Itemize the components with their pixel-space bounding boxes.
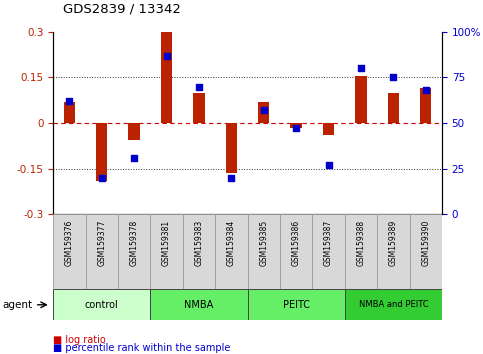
Text: GSM159383: GSM159383: [195, 220, 203, 266]
Text: control: control: [85, 300, 119, 310]
Bar: [128, 123, 140, 140]
Point: [195, 84, 203, 89]
Text: GSM159386: GSM159386: [292, 220, 300, 266]
Bar: [355, 76, 367, 123]
Text: GSM159378: GSM159378: [129, 220, 139, 266]
Bar: [150, 214, 183, 289]
Bar: [215, 214, 248, 289]
Bar: [313, 214, 345, 289]
Text: NMBA: NMBA: [185, 300, 213, 310]
Text: GSM159376: GSM159376: [65, 220, 74, 267]
Point: [357, 65, 365, 71]
Bar: [53, 289, 150, 320]
Text: GSM159388: GSM159388: [356, 220, 366, 266]
Bar: [64, 102, 75, 123]
Bar: [248, 289, 345, 320]
Bar: [96, 123, 107, 181]
Bar: [161, 32, 172, 123]
Bar: [118, 214, 150, 289]
Bar: [280, 214, 313, 289]
Bar: [248, 214, 280, 289]
Bar: [290, 123, 302, 127]
Bar: [226, 123, 237, 173]
Bar: [258, 102, 270, 123]
Bar: [85, 214, 118, 289]
Bar: [388, 93, 399, 123]
Text: ■ percentile rank within the sample: ■ percentile rank within the sample: [53, 343, 230, 353]
Point: [130, 155, 138, 160]
Text: agent: agent: [2, 300, 32, 310]
Text: GSM159385: GSM159385: [259, 220, 268, 266]
Point: [66, 98, 73, 104]
Point: [422, 87, 429, 93]
Point: [260, 107, 268, 113]
Point: [227, 175, 235, 181]
Bar: [150, 289, 248, 320]
Bar: [323, 123, 334, 135]
Point: [389, 75, 397, 80]
Text: GSM159381: GSM159381: [162, 220, 171, 266]
Bar: [193, 93, 205, 123]
Text: ■ log ratio: ■ log ratio: [53, 335, 106, 345]
Text: NMBA and PEITC: NMBA and PEITC: [358, 300, 428, 309]
Bar: [53, 214, 85, 289]
Bar: [345, 289, 442, 320]
Bar: [420, 88, 431, 123]
Text: GSM159384: GSM159384: [227, 220, 236, 266]
Text: GSM159387: GSM159387: [324, 220, 333, 266]
Bar: [410, 214, 442, 289]
Text: GSM159377: GSM159377: [97, 220, 106, 267]
Point: [292, 126, 300, 131]
Point: [163, 53, 170, 58]
Bar: [345, 214, 377, 289]
Text: PEITC: PEITC: [283, 300, 310, 310]
Bar: [377, 214, 410, 289]
Text: GSM159389: GSM159389: [389, 220, 398, 266]
Text: GSM159390: GSM159390: [421, 220, 430, 267]
Text: GDS2839 / 13342: GDS2839 / 13342: [63, 3, 181, 16]
Point: [325, 162, 332, 168]
Bar: [183, 214, 215, 289]
Point: [98, 175, 106, 181]
